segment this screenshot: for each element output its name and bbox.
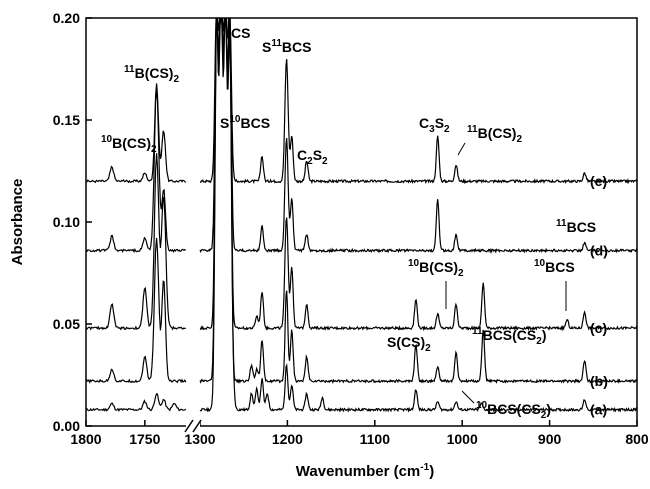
x-tick-label: 1100 [360,431,391,447]
spectrum-line [86,83,186,182]
annotation-cs: CS [231,25,250,41]
annotation-10b-cs2-top: 10B(CS)2 [101,134,157,155]
spectrum-line [86,394,186,411]
y-tick-label: 0.10 [53,214,80,230]
axis-break [185,420,201,432]
annotation-10bcs: 10BCS [534,258,575,275]
annotation-scs2: S(CS)2 [387,334,431,354]
spectrum-line [200,19,637,329]
trace-label: (c) [590,320,607,336]
x-tick-label: 800 [625,431,649,447]
x-tick-label: 900 [538,431,562,447]
y-tick-label: 0.00 [53,418,80,434]
annotation-11b-cs2-top: 11B(CS)2 [124,64,179,85]
x-tick-label: 1200 [272,431,303,447]
annotation-11b-cs2-right: 11B(CS)2 [467,124,522,145]
trace-label: (e) [590,173,607,189]
spectrum-line [86,153,186,329]
annotation-11bcs-cs2: 11BCS(CS2) [472,326,546,347]
y-tick-label: 0.15 [53,112,80,128]
peak-annotations: 10B(CS)2 11B(CS)2 CS S11BCS S10BCS C2S2 … [101,25,596,421]
annotation-c3s2: C3S2 [419,115,450,135]
leader-11b-cs2-right [458,143,465,155]
trace-label: (d) [590,243,608,259]
annotation-s11bcs: S11BCS [262,38,311,55]
x-tick-label: 1000 [447,431,478,447]
trace-label: (a) [590,402,607,418]
x-axis-title: Wavenumber (cm-1) [296,462,434,480]
trace-label: (b) [590,373,608,389]
annotation-11bcs: 11BCS [556,218,596,235]
annotation-10b-cs2-mid: 10B(CS)2 [408,258,464,279]
x-tick-label: 1750 [129,431,160,447]
y-axis-title: Absorbance [9,179,26,266]
y-tick-label: 0.20 [53,10,80,26]
spectrum-line [200,19,637,411]
spectrum-line [86,88,186,252]
spectrum-line [86,238,186,382]
y-tick-label: 0.05 [53,316,80,332]
annotation-s10bcs: S10BCS [220,114,270,131]
leader-10bcs-cs2 [462,391,474,403]
x-tick-label: 1300 [184,431,215,447]
annotation-10bcs-cs2: 10BCS(CS2) [476,400,551,421]
annotation-c2s2: C2S2 [297,147,328,167]
